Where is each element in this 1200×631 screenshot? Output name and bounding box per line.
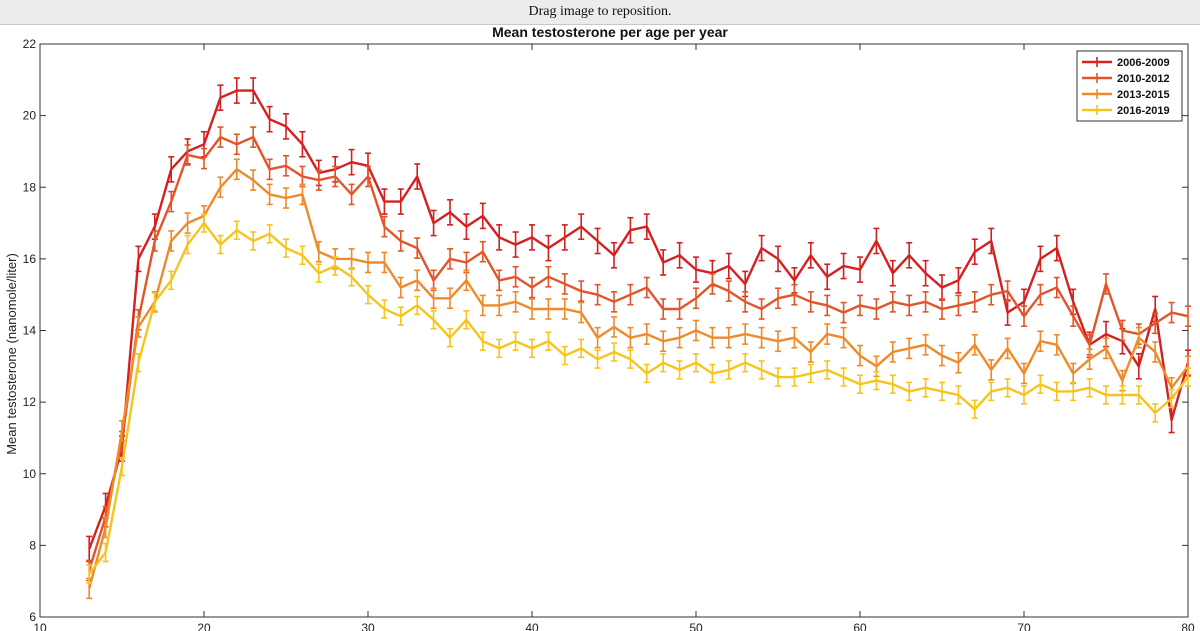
series-2006-2009 [86,77,1191,563]
legend-label: 2013-2015 [1117,89,1170,101]
legend-entry: 2006-2009 [1082,57,1170,69]
y-tick-label: 18 [23,180,37,194]
drag-hint-text: Drag image to reposition. [528,4,672,19]
x-tick-label: 80 [1181,621,1195,631]
y-tick-label: 10 [23,467,37,481]
x-tick-label: 40 [525,621,539,631]
legend-label: 2010-2012 [1117,73,1170,85]
chart-legend: 2006-2009 2010-2012 2013-2015 2016-2019 [1076,50,1183,122]
x-tick-label: 60 [853,621,867,631]
series-2013-2015 [86,158,1191,600]
y-tick-label: 12 [23,395,37,409]
x-tick-label: 20 [197,621,211,631]
legend-entry: 2016-2019 [1082,105,1170,117]
legend-entry: 2010-2012 [1082,73,1170,85]
y-axis-label: Mean testosterone (nanomole/liter) [4,253,19,455]
series-line [88,168,1189,589]
x-tick-label: 70 [1017,621,1031,631]
chart-title: Mean testosterone per age per year [492,24,728,40]
series-line [88,221,1189,575]
y-tick-label: 22 [23,37,37,51]
series-line [88,135,1189,571]
y-tick-label: 20 [23,109,37,123]
series-2010-2012 [86,126,1191,582]
chart-axes: 6 8 10 12 14 16 18 20 22 10 20 30 40 50 60 70 80 [23,37,1195,631]
line-chart[interactable]: Mean testosterone per age per year 6 8 10 1… [0,24,1200,631]
y-tick-label: 8 [29,538,36,552]
x-tick-label: 30 [361,621,375,631]
drag-hint-bar[interactable]: Drag image to reposition. [0,0,1200,25]
x-tick-label: 50 [689,621,703,631]
legend-label: 2016-2019 [1117,105,1170,117]
y-tick-label: 6 [29,610,36,624]
series-2016-2019 [86,213,1191,584]
legend-entry: 2013-2015 [1082,89,1170,101]
series-line [88,89,1190,550]
y-tick-label: 14 [23,324,37,338]
series-layer [86,77,1191,600]
legend-label: 2006-2009 [1117,57,1170,69]
y-tick-label: 16 [23,252,37,266]
x-tick-label: 10 [33,621,47,631]
